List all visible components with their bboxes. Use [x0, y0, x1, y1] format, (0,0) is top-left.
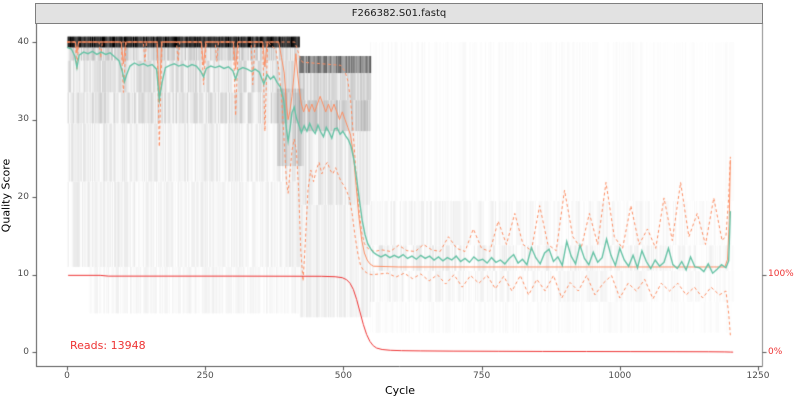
y-tick-label: 40 — [17, 36, 29, 47]
y-tick-label: 10 — [17, 269, 29, 280]
y-tick-label: 30 — [17, 114, 29, 125]
right-axis-percent-label: 0% — [768, 346, 783, 357]
y-tick-label: 0 — [23, 346, 29, 357]
x-tick-label: 500 — [334, 371, 352, 381]
x-tick-label: 750 — [473, 371, 491, 381]
reads-annotation: Reads: 13948 — [70, 339, 146, 352]
facet-strip: F266382.S01.fastq — [35, 3, 763, 24]
x-tick-label: 1250 — [746, 371, 770, 381]
x-tick-label: 250 — [196, 371, 214, 381]
x-tick-label: 1000 — [608, 371, 632, 381]
y-tick-label: 20 — [17, 191, 29, 202]
x-axis-title: Cycle — [384, 384, 416, 397]
facet-strip-title: F266382.S01.fastq — [351, 8, 447, 19]
right-axis-percent-label: 100% — [768, 269, 794, 280]
x-tick-label: 0 — [64, 371, 70, 381]
